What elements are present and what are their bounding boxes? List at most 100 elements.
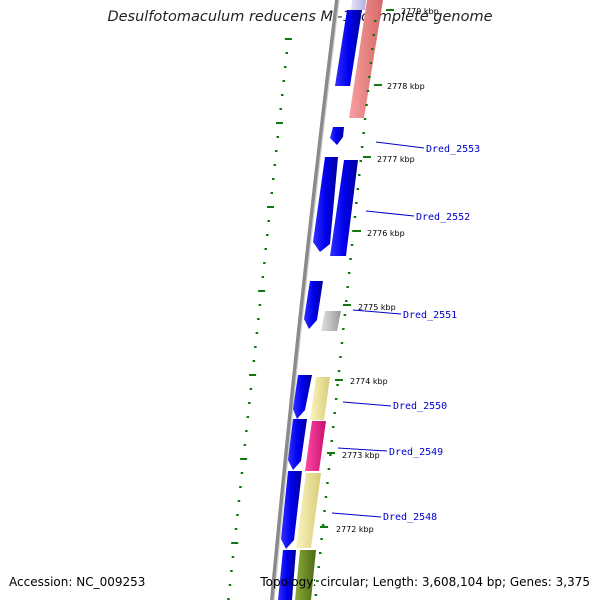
cds-feature [278, 550, 296, 600]
gc-content-track [227, 38, 292, 600]
cds-feature [330, 127, 344, 145]
gc-dot [240, 458, 248, 460]
gene-label-dred-2552[interactable]: Dred_2552 [416, 212, 470, 223]
coord-dot [330, 440, 333, 442]
gc-dot [258, 290, 266, 292]
cds-feature [335, 10, 362, 86]
gene-label-dred-2551[interactable]: Dred_2551 [403, 310, 457, 321]
coord-dot [371, 48, 374, 50]
gc-dot [273, 164, 276, 166]
coord-dot [320, 538, 323, 540]
coord-dot [333, 412, 336, 414]
gc-dot [279, 108, 282, 110]
gc-dot [231, 542, 239, 544]
gc-dot [272, 178, 275, 180]
gc-dot [264, 248, 267, 250]
coord-dot [319, 552, 322, 554]
coord-dot [321, 524, 325, 526]
coord-dot [362, 132, 365, 134]
gc-dot [281, 94, 284, 96]
coord-dot [358, 174, 361, 176]
cds-feature [349, 0, 383, 118]
cds-feature [281, 471, 302, 549]
gc-dot [267, 220, 270, 222]
coord-dot [314, 594, 318, 596]
coord-dot [337, 370, 341, 372]
coord-dot [336, 384, 339, 386]
coord-dot [372, 34, 375, 36]
cds-feature [313, 157, 338, 252]
tick-label: 2773 kbp [342, 451, 380, 460]
coord-dot [360, 146, 364, 148]
gene-label-dred-2550[interactable]: Dred_2550 [393, 401, 447, 412]
coord-dot [350, 244, 354, 246]
genome-backbone [270, 0, 339, 600]
tick-label: 2776 kbp [367, 229, 405, 238]
tick-label: 2778 kbp [387, 82, 425, 91]
coord-dot [359, 160, 362, 162]
cds-feature [304, 281, 323, 329]
gc-dot [249, 374, 257, 376]
gc-dot [248, 402, 251, 404]
gc-dot [237, 500, 241, 502]
gc-dot [231, 556, 235, 558]
tick-label: 2775 kbp [358, 303, 396, 312]
coord-dot [332, 426, 335, 428]
cds-feature [288, 419, 307, 470]
tick-label: 2779 kbp [401, 7, 439, 16]
cds-feature [296, 473, 321, 548]
coord-dot [366, 90, 370, 92]
gc-dot [266, 234, 269, 236]
cds-feature [351, 0, 366, 10]
coord-dot [365, 104, 368, 106]
coord-dot [368, 76, 371, 78]
gc-dot [276, 122, 283, 124]
cds-feature [330, 160, 358, 256]
gc-dot [228, 584, 232, 586]
gc-dot [285, 52, 288, 54]
coord-dot [353, 216, 357, 218]
coord-dot [327, 468, 331, 470]
gc-dot [252, 360, 256, 362]
gc-dot [257, 318, 260, 320]
tick-label: 2774 kbp [350, 377, 388, 386]
coord-dot [346, 286, 349, 288]
gc-dot [245, 430, 248, 432]
gc-dot [261, 276, 265, 278]
cds-feature [321, 311, 341, 331]
coord-dot [363, 118, 367, 120]
coord-dot [326, 482, 329, 484]
cds-feature [295, 550, 316, 600]
gc-dot [243, 444, 247, 446]
gc-dot [284, 66, 287, 68]
gc-dot [270, 192, 273, 194]
gc-dot [239, 486, 242, 488]
coord-dot [355, 202, 358, 204]
gc-dot [258, 304, 262, 306]
cds-feature [305, 421, 326, 471]
gc-dot [249, 388, 253, 390]
coord-dot [349, 258, 352, 260]
tick-label: 2772 kbp [336, 525, 374, 534]
gc-dot [246, 416, 250, 418]
coord-dot [356, 188, 360, 190]
coord-dot [329, 454, 332, 456]
coord-dot [345, 300, 348, 302]
map-title: Desulfotomaculum reducens MI-1, complete… [107, 9, 493, 25]
coord-dot [340, 342, 344, 344]
gc-dot [267, 206, 274, 208]
tick-marks: 2779 kbp 2778 kbp 2777 kbp 2776 kbp 2775… [320, 7, 439, 534]
gene-label-dred-2549[interactable]: Dred_2549 [389, 447, 443, 458]
coord-dot [347, 272, 351, 274]
gc-dot [240, 472, 244, 474]
gc-dot [276, 136, 279, 138]
gene-label-dred-2553[interactable]: Dred_2553 [426, 144, 480, 155]
coord-dot [324, 496, 328, 498]
coord-dot [317, 566, 320, 568]
coordinate-track [314, 20, 377, 596]
gene-label-dred-2548[interactable]: Dred_2548 [383, 512, 437, 523]
coord-dot [373, 20, 377, 22]
gc-dot [255, 332, 259, 334]
accession-label: Accession: NC_009253 [9, 575, 146, 589]
